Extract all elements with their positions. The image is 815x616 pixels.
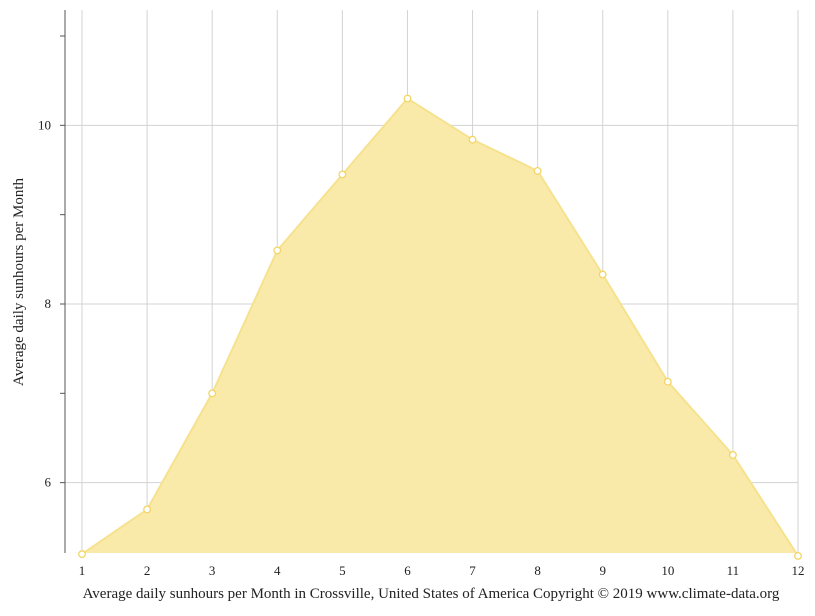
y-tick-label: 6 bbox=[45, 475, 52, 490]
marker-layer bbox=[78, 94, 802, 560]
data-point bbox=[208, 389, 217, 398]
data-point bbox=[663, 377, 672, 386]
y-tick-label: 10 bbox=[38, 117, 51, 132]
data-point bbox=[468, 135, 477, 144]
x-tick-label: 6 bbox=[404, 563, 411, 578]
x-tick-label: 2 bbox=[144, 563, 151, 578]
series-line bbox=[81, 97, 799, 557]
data-point bbox=[78, 550, 86, 559]
data-point bbox=[533, 166, 542, 175]
data-point bbox=[728, 451, 737, 459]
x-tick-label: 4 bbox=[274, 563, 281, 578]
x-tick-label: 10 bbox=[661, 563, 674, 578]
data-point bbox=[794, 551, 802, 560]
area-layer bbox=[81, 97, 799, 557]
x-tick-label: 9 bbox=[599, 563, 606, 578]
chart-caption: Average daily sunhours per Month in Cros… bbox=[83, 586, 780, 602]
y-tick-label: 8 bbox=[45, 296, 52, 311]
x-tick-label: 8 bbox=[534, 563, 541, 578]
x-tick-label: 11 bbox=[727, 563, 740, 578]
x-tick-label: 12 bbox=[792, 563, 805, 578]
axis-layer bbox=[60, 10, 66, 553]
x-tick-label: 7 bbox=[469, 563, 476, 578]
data-point bbox=[338, 170, 347, 179]
x-tick-label: 5 bbox=[339, 563, 346, 578]
data-point bbox=[143, 505, 152, 514]
data-point bbox=[273, 246, 282, 255]
x-tick-label: 1 bbox=[79, 563, 86, 578]
data-point bbox=[403, 94, 412, 103]
data-point bbox=[598, 270, 607, 279]
x-tick-label: 3 bbox=[209, 563, 216, 578]
y-axis-title: Average daily sunhours per Month bbox=[11, 178, 27, 387]
area-fill bbox=[82, 98, 798, 556]
